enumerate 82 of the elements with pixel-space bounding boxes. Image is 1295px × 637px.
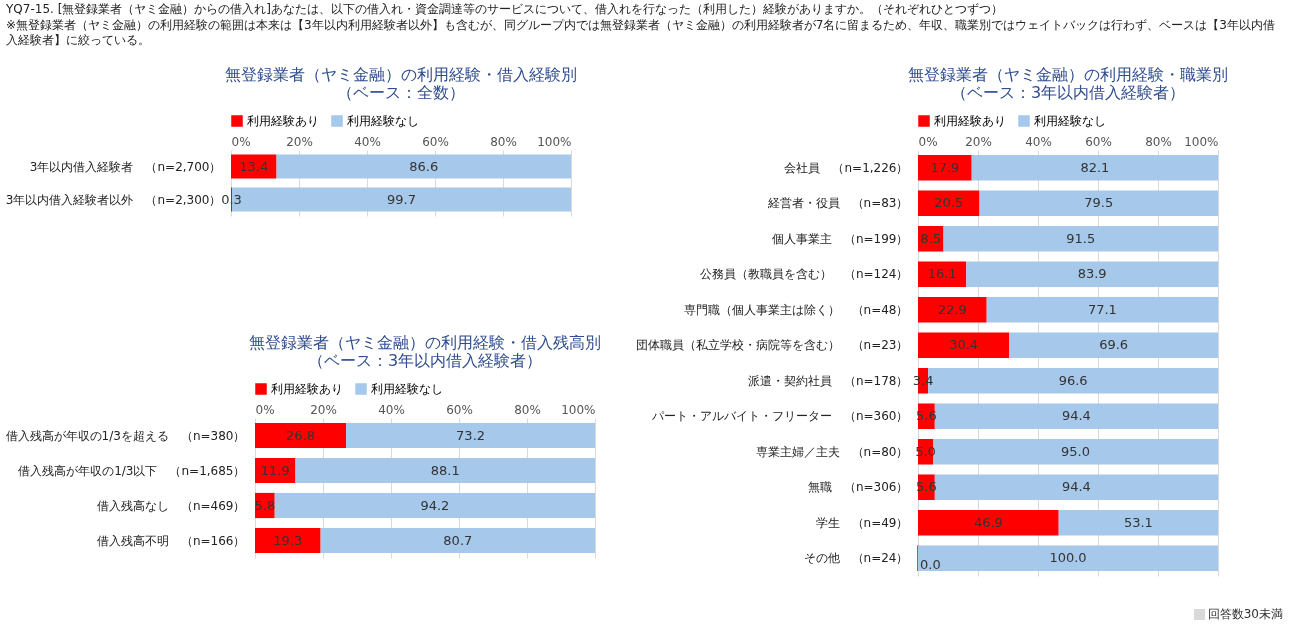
data-label: 95.0 <box>1061 443 1090 459</box>
chart-subtitle: （ベース：全数） <box>337 83 465 102</box>
x-tick-label: 80% <box>490 134 517 149</box>
y-tick-label: 専業主婦／主夫 （n=80） <box>755 444 909 459</box>
text: ※無登録業者（ヤミ金融）の利用経験の範囲は本来は【3年以内利用経験者以外】も含むが、同グループ内では無登録業者（ヤミ金融）の利用経験者が7名に留まるため、年収、職業別ではウェイトバックは行わず、ベースは【3年以内借入経験者】に絞っている。 <box>6 18 1276 48</box>
data-label: 100.0 <box>1049 550 1087 566</box>
chart-title: 無登録業者（ヤミ金融）の利用経験・借入経験別 <box>225 65 577 84</box>
x-tick-label: 20% <box>965 134 992 149</box>
x-tick-label: 80% <box>1145 134 1172 149</box>
data-label: 53.1 <box>1123 514 1153 530</box>
y-tick-label: 借入残高不明 （n=166） <box>96 533 246 548</box>
text: 回答数30未満 <box>1207 606 1283 623</box>
x-tick-label: 100% <box>537 134 572 149</box>
data-label: 80.7 <box>443 532 473 548</box>
chart-subtitle: （ベース：3年以内借入経験者） <box>307 351 543 370</box>
x-tick-label: 0% <box>255 402 275 417</box>
data-label: 13.4 <box>239 158 269 174</box>
y-tick-label: その他 （n=24） <box>803 551 909 566</box>
data-label: 19.3 <box>273 532 303 548</box>
y-tick-label: 3年以内借入経験者 （n=2,700） <box>29 159 222 174</box>
x-tick-label: 100% <box>1184 134 1219 149</box>
legend-label: 利用経験なし <box>371 382 443 396</box>
y-tick-label: 学生 （n=49） <box>815 515 909 530</box>
data-label: 69.6 <box>1099 337 1129 353</box>
chart-subtitle: （ベース：3年以内借入経験者） <box>950 83 1186 102</box>
data-label: 94.2 <box>420 497 450 513</box>
data-label: 88.1 <box>430 462 460 478</box>
y-tick-label: 派遣・契約社員 （n=178） <box>747 373 909 388</box>
data-label: 79.5 <box>1084 195 1114 211</box>
y-tick-label: 借入残高が年収の1/3以下 （n=1,685） <box>18 463 246 478</box>
data-label: 3.4 <box>912 372 934 388</box>
y-tick-label: 会社員 （n=1,226） <box>784 160 909 175</box>
x-tick-label: 80% <box>514 402 541 417</box>
y-tick-label: 団体職員（私立学校・病院等を含む） （n=23） <box>635 338 909 353</box>
y-tick-label: 専門職（個人事業主は除く） （n=48） <box>683 302 909 317</box>
data-label: 91.5 <box>1066 230 1096 246</box>
y-tick-label: 借入残高が年収の1/3を超える （n=380） <box>5 428 246 443</box>
data-label: 11.9 <box>260 462 290 478</box>
data-label: 94.4 <box>1061 408 1091 424</box>
y-tick-label: 無職 （n=306） <box>807 480 909 495</box>
data-label: 26.8 <box>286 427 316 443</box>
data-label: 20.5 <box>934 195 964 211</box>
legend-label: 利用経験あり <box>271 382 343 396</box>
y-tick-label: 個人事業主 （n=199） <box>771 231 909 246</box>
y-tick-label: 借入残高なし （n=469） <box>96 498 246 513</box>
data-label: 94.4 <box>1061 479 1091 495</box>
data-label: 16.1 <box>927 266 957 282</box>
x-tick-label: 40% <box>1025 134 1052 149</box>
data-label: 17.9 <box>930 159 960 175</box>
data-label: 73.2 <box>456 427 486 443</box>
x-tick-label: 0% <box>918 134 938 149</box>
x-tick-label: 60% <box>446 402 473 417</box>
data-label: 22.9 <box>937 301 967 317</box>
data-label: 30.4 <box>949 337 979 353</box>
x-tick-label: 60% <box>422 134 449 149</box>
y-tick-label: 公務員（教職員を含む） （n=124） <box>699 267 909 282</box>
legend-label: 利用経験あり <box>247 114 319 128</box>
data-label: 8.5 <box>920 230 942 246</box>
legend-label: 利用経験なし <box>347 114 419 128</box>
chart-title: 無登録業者（ヤミ金融）の利用経験・借入残高別 <box>249 333 601 352</box>
legend-label: 利用経験なし <box>1034 114 1106 128</box>
y-tick-label: パート・アルバイト・フリーター （n=360） <box>650 409 909 424</box>
text: YQ7-15. [無登録業者（ヤミ金融）からの借入れ]あなたは、以下の借入れ・資金調達等のサービスについて、借入れを行なった（利用した）経験がありますか。（それぞれひとつずつ） <box>6 2 1004 17</box>
data-label: 82.1 <box>1080 159 1110 175</box>
y-tick-label: 3年以内借入経験者以外 （n=2,300） <box>5 192 222 207</box>
data-label: 83.9 <box>1077 266 1107 282</box>
x-tick-label: 0% <box>231 134 251 149</box>
legend-label: 利用経験あり <box>934 114 1006 128</box>
data-label: 96.6 <box>1058 372 1088 388</box>
data-label: 77.1 <box>1087 301 1117 317</box>
data-label: 86.6 <box>409 158 439 174</box>
chart-title: 無登録業者（ヤミ金融）の利用経験・職業別 <box>908 65 1228 84</box>
x-tick-label: 20% <box>310 402 337 417</box>
x-tick-label: 100% <box>561 402 596 417</box>
data-label: 46.9 <box>973 514 1003 530</box>
x-tick-label: 60% <box>1085 134 1112 149</box>
x-tick-label: 40% <box>378 402 405 417</box>
x-tick-label: 20% <box>286 134 313 149</box>
data-label: 99.7 <box>387 191 416 207</box>
data-label: 0.0 <box>920 557 941 573</box>
y-tick-label: 経営者・役員 （n=83） <box>766 196 909 211</box>
x-tick-label: 40% <box>354 134 381 149</box>
